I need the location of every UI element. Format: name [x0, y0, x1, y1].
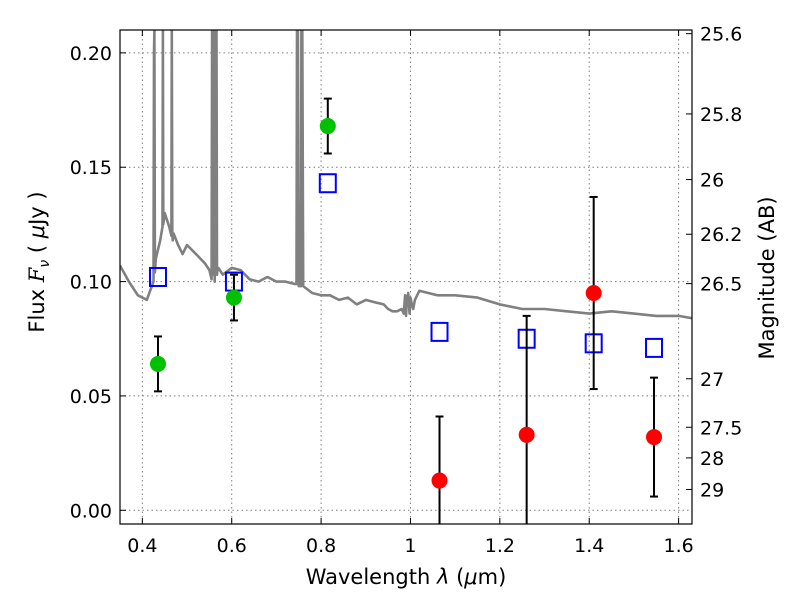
model-photometry-square — [645, 337, 664, 358]
detection-point — [319, 118, 336, 135]
model-photometry-square — [318, 173, 337, 194]
grid-lines — [120, 30, 692, 524]
y-axis-label-left: Flux Fν ( μJy ) — [25, 191, 53, 332]
detection-point — [149, 355, 166, 372]
y-tick-label: 0.00 — [70, 500, 112, 522]
axis-ticks: 0.4 0.6 0.8 1 1.2 1.4 1.6 0.00 0.05 0.10 0.15 0.20 2… — [70, 24, 743, 557]
non-detection-point — [518, 426, 535, 443]
data-series — [120, 30, 692, 524]
x-tick-label: 1.2 — [485, 535, 515, 557]
plot-frame — [119, 29, 693, 525]
x-tick-label: 1.6 — [663, 535, 693, 557]
sed-model-line — [120, 30, 692, 320]
x-tick-label: 1.4 — [574, 535, 604, 557]
x-tick-label: 0.8 — [306, 535, 336, 557]
non-detection-point — [646, 429, 663, 446]
right-tick-label: 26.2 — [700, 224, 742, 246]
y-tick-label: 0.05 — [70, 386, 112, 408]
detection-point — [225, 289, 242, 306]
right-tick-label: 25.8 — [700, 104, 742, 126]
x-axis-label: Wavelength λ (μm) — [306, 565, 507, 589]
right-tick-label: 28 — [700, 448, 724, 470]
x-tick-label: 0.4 — [127, 535, 157, 557]
x-tick-label: 0.6 — [217, 535, 247, 557]
y-axis-label-right: Magnitude (AB) — [755, 196, 779, 359]
right-tick-label: 27 — [700, 369, 724, 391]
model-photometry-square — [430, 321, 449, 342]
right-tick-label: 26 — [700, 170, 724, 192]
right-tick-label: 26.5 — [700, 274, 742, 296]
non-detection-point — [431, 472, 448, 489]
y-tick-label: 0.15 — [70, 157, 112, 179]
y-tick-label: 0.20 — [70, 43, 112, 65]
x-tick-label: 1 — [404, 535, 416, 557]
non-detection-point — [585, 285, 602, 302]
right-tick-label: 25.6 — [700, 24, 742, 46]
model-photometry-square — [148, 267, 167, 287]
right-tick-label: 27.5 — [700, 417, 742, 439]
right-tick-label: 29 — [700, 479, 724, 501]
y-tick-label: 0.10 — [70, 272, 112, 294]
